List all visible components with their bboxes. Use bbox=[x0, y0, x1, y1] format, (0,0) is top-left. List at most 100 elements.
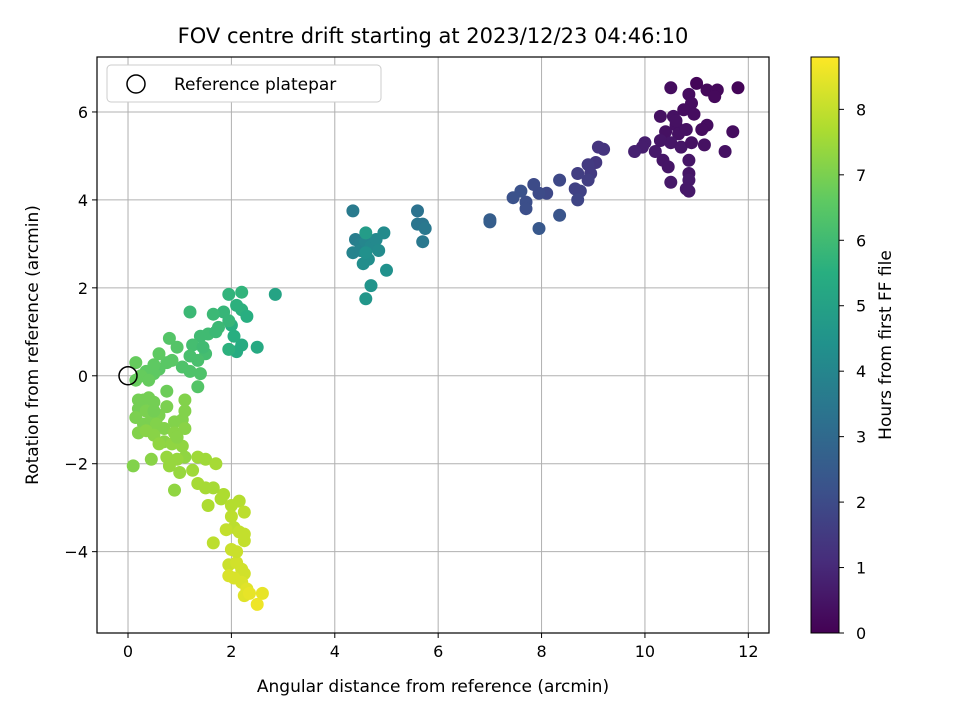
data-point bbox=[183, 349, 197, 363]
data-point bbox=[726, 125, 740, 139]
data-point bbox=[364, 279, 378, 293]
data-point bbox=[193, 367, 207, 381]
data-point bbox=[687, 107, 701, 121]
data-point bbox=[183, 364, 197, 378]
x-axis-label: Angular distance from reference (arcmin) bbox=[257, 677, 609, 697]
data-point bbox=[661, 160, 675, 174]
data-point bbox=[230, 298, 244, 312]
data-point bbox=[186, 463, 200, 477]
data-point bbox=[653, 134, 667, 147]
data-point bbox=[219, 523, 233, 537]
data-point bbox=[708, 90, 722, 104]
x-tick-label: 2 bbox=[226, 642, 236, 661]
colorbar: 0 1 2 3 4 5 6 7 8 Hours from first FF file bbox=[810, 56, 896, 643]
data-point bbox=[250, 340, 264, 354]
x-tick-label: 4 bbox=[330, 642, 340, 661]
plot-frame bbox=[96, 56, 770, 634]
data-point bbox=[664, 136, 678, 150]
data-point bbox=[255, 586, 269, 600]
y-tick-label: −2 bbox=[64, 455, 88, 474]
data-point bbox=[232, 494, 246, 508]
data-point bbox=[237, 505, 251, 519]
data-point bbox=[553, 208, 567, 222]
data-point bbox=[240, 309, 254, 323]
data-point bbox=[682, 153, 696, 167]
colorbar-tick-label: 2 bbox=[856, 493, 866, 512]
data-point bbox=[144, 452, 158, 466]
data-point bbox=[664, 81, 678, 95]
y-axis-label: Rotation from reference (arcmin) bbox=[23, 205, 43, 485]
colorbar-label: Hours from first FF file bbox=[876, 250, 896, 440]
data-point bbox=[664, 175, 678, 189]
data-point bbox=[206, 481, 220, 495]
data-point bbox=[571, 193, 585, 207]
data-point bbox=[217, 488, 231, 501]
data-point bbox=[186, 338, 200, 352]
data-point bbox=[222, 342, 236, 356]
data-point bbox=[695, 123, 709, 136]
data-point bbox=[653, 109, 667, 123]
data-point bbox=[193, 329, 207, 343]
y-tick-label: 0 bbox=[78, 367, 88, 386]
legend: Reference platepar bbox=[106, 64, 382, 103]
data-point bbox=[183, 305, 197, 319]
x-tick-label: 8 bbox=[536, 642, 546, 661]
data-point bbox=[142, 373, 156, 387]
colorbar-tick-label: 3 bbox=[856, 428, 866, 447]
data-point bbox=[483, 215, 497, 229]
data-point bbox=[679, 123, 693, 136]
colorbar-tick-label: 8 bbox=[856, 100, 866, 119]
data-point bbox=[697, 138, 711, 152]
data-point bbox=[209, 457, 223, 471]
data-point bbox=[418, 222, 432, 235]
data-point bbox=[227, 329, 241, 343]
data-point bbox=[597, 142, 611, 156]
reference-marker-group bbox=[118, 366, 138, 386]
data-point bbox=[532, 222, 546, 235]
x-axis-ticks: 0 2 4 6 8 10 12 bbox=[123, 633, 759, 661]
data-point bbox=[237, 527, 251, 541]
data-point bbox=[191, 380, 205, 394]
data-point bbox=[168, 483, 181, 497]
data-point bbox=[209, 325, 223, 339]
x-tick-label: 10 bbox=[635, 642, 655, 661]
data-point bbox=[160, 400, 174, 414]
data-point bbox=[506, 191, 520, 205]
data-point bbox=[129, 356, 143, 370]
data-point bbox=[648, 145, 662, 158]
data-point bbox=[359, 246, 373, 260]
data-point bbox=[731, 81, 745, 95]
data-point bbox=[206, 536, 220, 550]
data-point bbox=[222, 569, 236, 583]
data-point bbox=[170, 340, 184, 354]
data-point bbox=[152, 347, 166, 361]
data-point bbox=[157, 422, 171, 435]
data-point bbox=[359, 226, 373, 240]
data-point bbox=[628, 145, 642, 158]
legend-marker bbox=[126, 74, 146, 94]
y-axis-ticks: −4 −2 0 2 4 6 bbox=[64, 103, 97, 562]
data-point bbox=[377, 226, 391, 240]
colorbar-tick-label: 4 bbox=[856, 362, 866, 381]
y-tick-label: 6 bbox=[78, 103, 88, 122]
colorbar-gradient bbox=[810, 56, 840, 634]
data-point bbox=[682, 184, 696, 198]
data-point bbox=[178, 393, 192, 407]
data-point bbox=[160, 384, 174, 398]
data-point bbox=[677, 103, 691, 117]
data-point bbox=[201, 499, 215, 512]
data-point bbox=[268, 287, 282, 301]
data-point bbox=[250, 597, 264, 611]
data-point bbox=[243, 586, 256, 600]
data-point bbox=[718, 145, 732, 158]
data-point bbox=[222, 287, 236, 301]
chart-title: FOV centre drift starting at 2023/12/23 … bbox=[178, 24, 689, 48]
x-tick-label: 12 bbox=[738, 642, 758, 661]
reference-marker bbox=[118, 366, 138, 386]
data-point bbox=[372, 244, 386, 257]
data-point bbox=[674, 140, 688, 154]
colorbar-tick-label: 7 bbox=[856, 166, 866, 185]
data-point bbox=[685, 136, 698, 150]
colorbar-tick-label: 1 bbox=[856, 559, 866, 578]
